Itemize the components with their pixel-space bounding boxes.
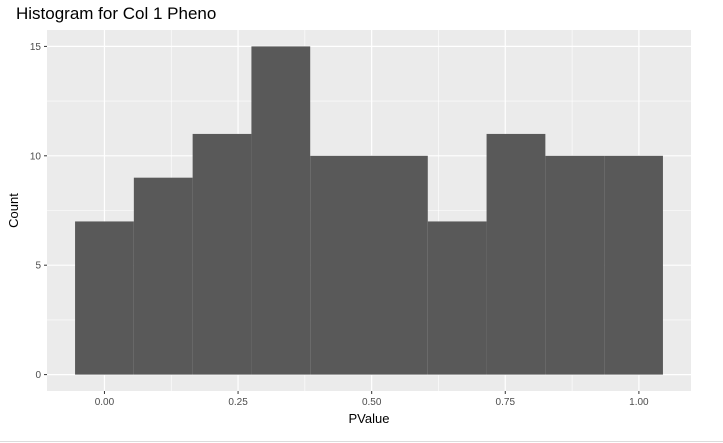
x-tick-label: 0.50	[362, 397, 382, 408]
y-axis-ticks: 0 5 10 15	[30, 42, 47, 381]
y-tick-label: 15	[30, 42, 42, 53]
y-axis-title: Count	[6, 193, 21, 228]
x-axis-title: PValue	[349, 411, 390, 426]
histogram-bar	[251, 46, 311, 375]
histogram-bars	[75, 46, 663, 375]
histogram-bar	[369, 155, 428, 375]
x-tick-label: 0.25	[228, 397, 248, 408]
y-tick-label: 10	[30, 151, 42, 162]
histogram-bar	[310, 155, 369, 375]
histogram-bar	[486, 133, 546, 375]
histogram-bar	[133, 177, 193, 375]
y-tick-label: 5	[35, 261, 41, 272]
x-axis-ticks: 0.00 0.25 0.50 0.75 1.00	[95, 391, 649, 408]
chart-title: Histogram for Col 1 Pheno	[16, 4, 217, 23]
histogram-bar	[427, 221, 487, 375]
histogram-bar	[545, 155, 605, 375]
x-tick-label: 1.00	[629, 397, 649, 408]
y-tick-label: 0	[35, 370, 41, 381]
x-tick-label: 0.75	[496, 397, 516, 408]
x-tick-label: 0.00	[95, 397, 115, 408]
histogram-bar	[192, 133, 252, 375]
histogram-bar	[604, 155, 663, 375]
histogram-bar	[75, 221, 134, 375]
bottom-divider	[0, 441, 723, 442]
